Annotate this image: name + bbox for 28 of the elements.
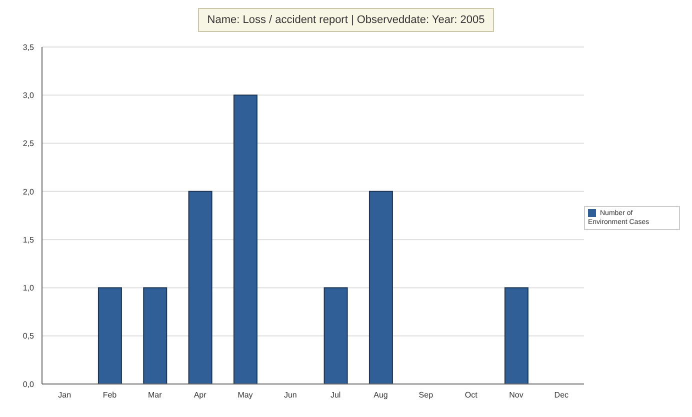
bar: [368, 190, 393, 384]
y-tick-label: 2,5: [22, 139, 35, 148]
y-tick-label: 1,0: [22, 284, 35, 293]
x-tick-label: Aug: [374, 390, 388, 400]
bar: [504, 287, 528, 384]
x-tick-label: Apr: [194, 390, 207, 400]
x-tick-label: Dec: [554, 390, 569, 400]
x-tick-label: Feb: [102, 390, 118, 400]
bar: [233, 94, 258, 384]
x-tick-label: Oct: [464, 390, 478, 400]
y-tick-label: 0,5: [22, 332, 35, 341]
y-tick-label: 3,0: [22, 90, 35, 100]
y-tick-label: 1,5: [22, 235, 35, 244]
x-tick-label: Mar: [148, 390, 162, 400]
x-tick-label: Jan: [58, 390, 72, 400]
y-tick-label: 3,5: [22, 42, 35, 52]
x-tick-label: Nov: [509, 390, 524, 400]
bar: [143, 287, 168, 384]
x-tick-label: Jun: [284, 390, 297, 400]
x-tick-label: May: [238, 390, 253, 400]
bar: [324, 287, 348, 384]
y-tick-label: 2,0: [22, 187, 35, 196]
y-tick-label: 0,0: [22, 380, 35, 389]
x-tick-label: Jul: [330, 390, 341, 400]
bar: [188, 190, 212, 384]
bar: [98, 287, 122, 384]
chart-title: Name: Loss / accident report | Observeddate: Year: 2005: [198, 8, 494, 32]
x-tick-label: Sep: [418, 390, 434, 400]
